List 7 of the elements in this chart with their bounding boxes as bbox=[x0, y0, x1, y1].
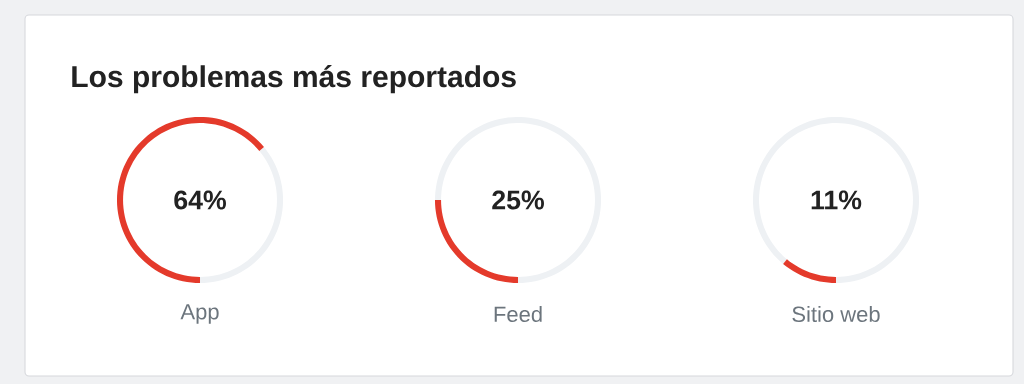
slice-label: App bbox=[180, 304, 219, 324]
slice-label: Feed bbox=[494, 305, 542, 323]
text: 64% bbox=[174, 190, 226, 210]
chart-title: Los problemas más reportados bbox=[72, 64, 516, 94]
slice-label: Sitio web bbox=[792, 305, 880, 323]
text: 25% bbox=[492, 190, 544, 210]
text: 11% bbox=[811, 190, 862, 210]
